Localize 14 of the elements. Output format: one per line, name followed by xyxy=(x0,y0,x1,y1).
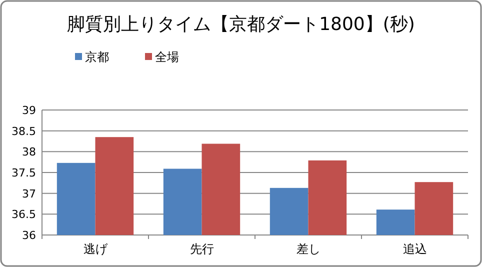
x-tick-label: 先行 xyxy=(190,242,214,256)
legend-label: 全場 xyxy=(155,50,179,64)
y-tick-label: 38.5 xyxy=(12,124,36,138)
y-tick-label: 37.5 xyxy=(12,166,36,180)
y-tick-label: 37 xyxy=(22,187,36,200)
x-tick-label: 逃げ xyxy=(83,242,108,256)
y-tick-label: 38 xyxy=(22,146,36,159)
y-tick-label: 36.5 xyxy=(12,208,36,222)
legend-label: 京都 xyxy=(85,50,109,64)
x-tick-label: 追込 xyxy=(402,242,427,256)
y-tick-label: 36 xyxy=(22,229,36,242)
chart-title: 脚質別上りタイム【京都ダート1800】(秒) xyxy=(67,14,415,35)
y-tick-label: 39 xyxy=(22,104,36,117)
x-tick-label: 差し xyxy=(296,242,320,256)
